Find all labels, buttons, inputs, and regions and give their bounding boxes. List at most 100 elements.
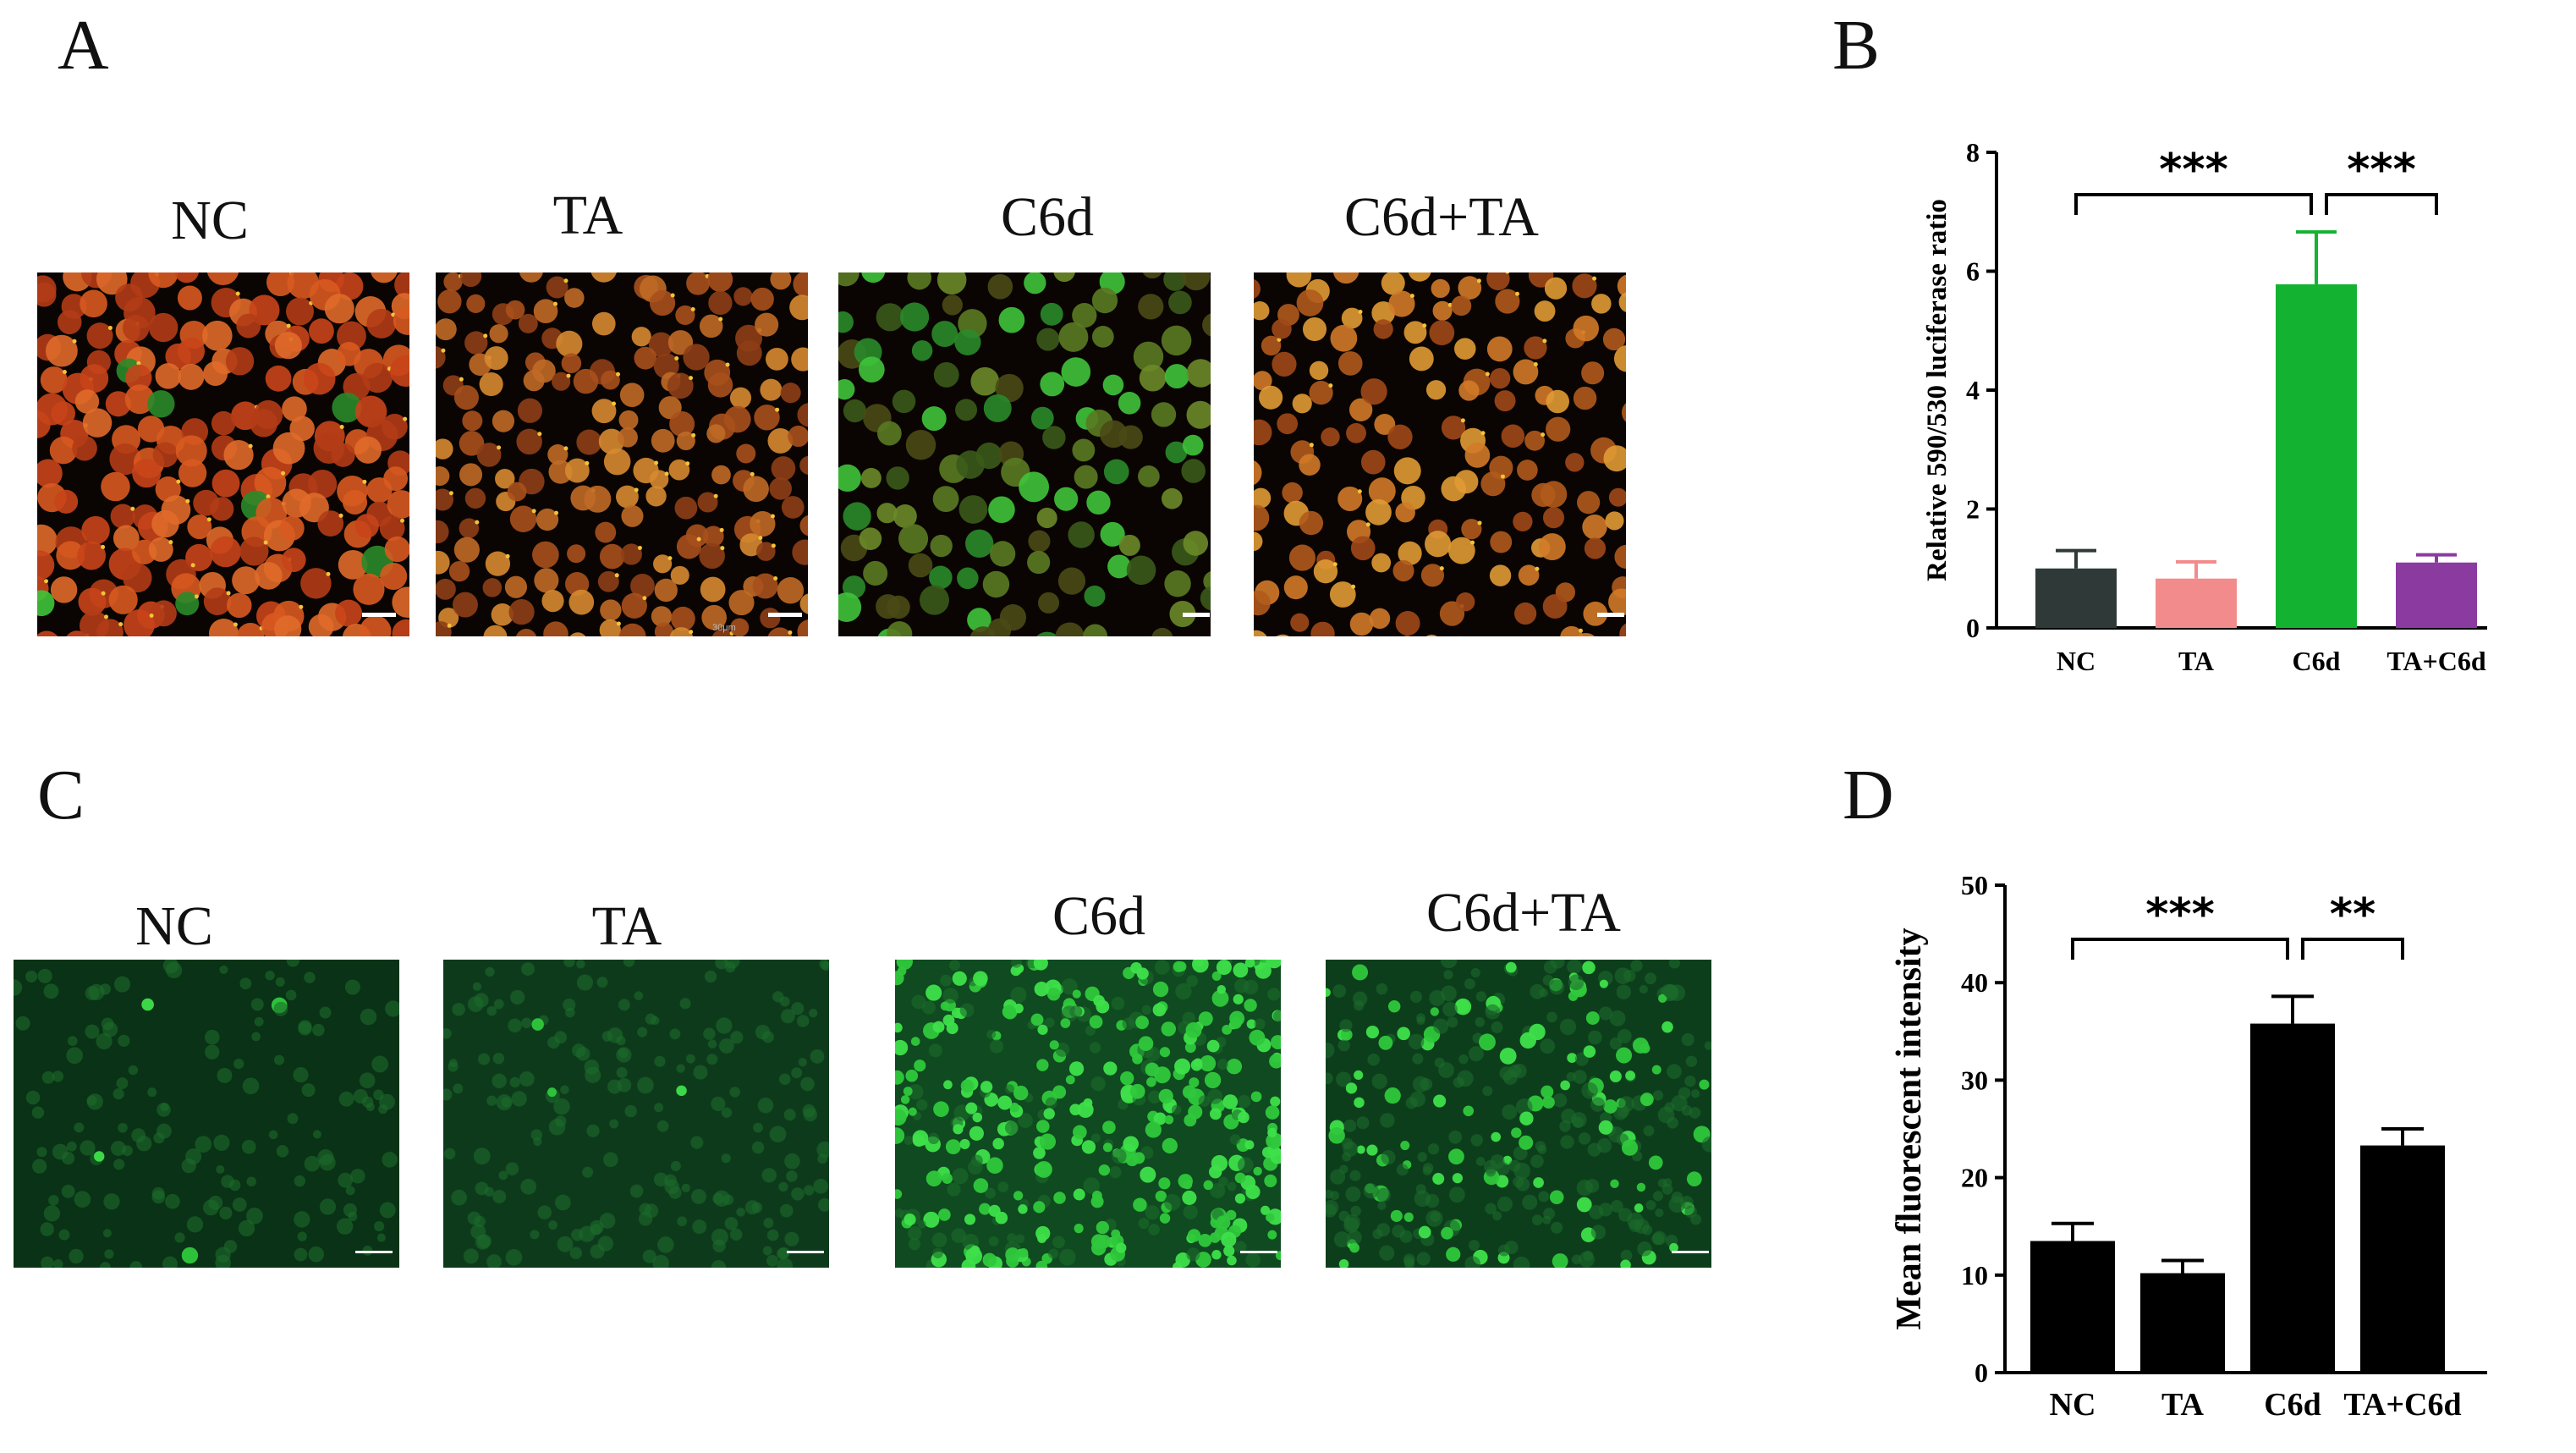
cell [147,1087,157,1097]
cell [876,303,904,331]
cell [337,1219,353,1235]
cell-granule [691,307,695,311]
cell [1417,1252,1431,1266]
cell-granule [362,480,366,484]
cell [1253,1167,1261,1175]
cell [1293,394,1312,413]
cell [733,287,752,305]
cell [988,274,1013,300]
cell [1458,1054,1468,1064]
cell [1046,1098,1057,1109]
cell [195,1136,211,1153]
cell [886,466,909,489]
cell [1617,985,1631,999]
cell [320,1007,332,1019]
cell [1343,1120,1356,1132]
cell-granule [506,554,510,559]
cell [574,369,599,394]
cell [1138,465,1160,487]
cell [1506,962,1517,973]
cell-granule [449,491,453,495]
cell [654,1056,665,1067]
cell [1139,1036,1154,1051]
cell [973,1113,983,1123]
cell [1119,425,1143,449]
cell [1186,1247,1200,1261]
micrograph-background [1326,960,1711,1268]
cell [1182,1191,1196,1205]
cell [1671,1095,1687,1111]
cell [1471,968,1480,977]
cell [1210,1108,1222,1120]
cell [1574,387,1596,410]
cell [1102,1120,1116,1134]
cell [1591,294,1612,314]
cell [901,1095,909,1104]
cell [1599,1006,1612,1020]
label-c-nc: NC [0,899,369,955]
cell [298,1020,311,1033]
cell [716,1017,732,1033]
cell-granule [168,540,173,544]
cell [1068,521,1094,548]
cell [1545,278,1567,300]
cell-granule [1470,541,1475,545]
cell [1371,553,1391,573]
cell [693,1065,707,1080]
cell [926,1170,942,1186]
cell [1140,365,1167,392]
cell [153,1132,164,1143]
cell [1010,987,1026,1003]
cell [1052,1085,1066,1098]
cell [243,1077,260,1094]
cell [1069,1061,1084,1076]
cell [1037,508,1057,528]
cell-granule [537,432,541,436]
cell [1184,1205,1198,1219]
cell [1099,1164,1110,1175]
cell [217,1068,232,1083]
cell [36,1147,47,1157]
cell [1582,961,1595,974]
cell [556,331,582,357]
cell [521,1018,531,1028]
cell [51,576,77,603]
panel-letter-d: D [1843,760,1894,831]
cell [952,1168,968,1184]
cell [1573,316,1599,342]
cell [532,542,559,569]
bar-ta [2140,1273,2225,1373]
cell [1140,1167,1156,1183]
cell [1289,545,1315,571]
cell [1618,1096,1634,1112]
cell [246,1176,256,1186]
cell [1463,1105,1474,1116]
cell [779,1073,791,1085]
cell-granule [758,536,762,540]
cell [377,1233,386,1241]
cell [682,1184,690,1192]
cell [383,466,408,491]
cell-granule [674,356,678,360]
cell-granule [195,594,199,598]
cell [953,1124,963,1134]
cell [1640,1093,1654,1106]
cell [900,302,929,331]
cell [1409,1034,1424,1049]
cell [354,437,382,464]
cell [1346,1186,1361,1202]
cell [205,1030,220,1045]
cell [1567,960,1582,974]
cell [1084,586,1105,607]
cell-granule [118,622,123,626]
cell [989,1236,999,1247]
cell [931,321,958,347]
cell [519,314,538,333]
cell [1376,1188,1391,1203]
cell [557,1236,574,1252]
cell [1245,1252,1261,1268]
cell [380,563,407,590]
cell [861,468,882,488]
cell [1331,325,1358,352]
cell [1053,1192,1066,1204]
